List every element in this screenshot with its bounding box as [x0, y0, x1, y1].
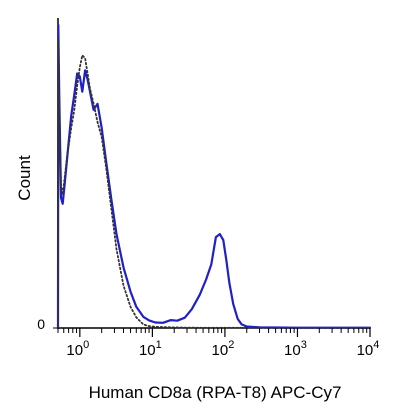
x-tick-label: 102 [212, 339, 235, 359]
solid-series-line [56, 23, 372, 330]
x-tick-label-exponent: 0 [83, 339, 89, 351]
x-tick-label: 104 [357, 339, 380, 359]
x-tick-label: 103 [284, 339, 307, 359]
series-layer [56, 23, 372, 330]
x-tick-label: 100 [66, 339, 89, 359]
x-tick-label-base: 10 [284, 342, 301, 359]
plot-frame [57, 18, 370, 329]
x-tick-label-base: 10 [139, 342, 156, 359]
x-tick-label-exponent: 3 [301, 339, 307, 351]
y-tick-label: 0 [37, 316, 45, 332]
x-axis-title: Human CD8a (RPA-T8) APC-Cy7 [89, 383, 342, 402]
x-tick-label: 101 [139, 339, 162, 359]
x-tick-label-base: 10 [212, 342, 229, 359]
y-axis-title: Count [15, 155, 34, 201]
x-tick-label-exponent: 4 [373, 339, 379, 351]
x-tick-label-base: 10 [357, 342, 374, 359]
x-tick-label-exponent: 1 [156, 339, 162, 351]
x-tick-label-exponent: 2 [228, 339, 234, 351]
x-tick-label-base: 10 [66, 342, 83, 359]
dotted-series-line [57, 39, 371, 329]
